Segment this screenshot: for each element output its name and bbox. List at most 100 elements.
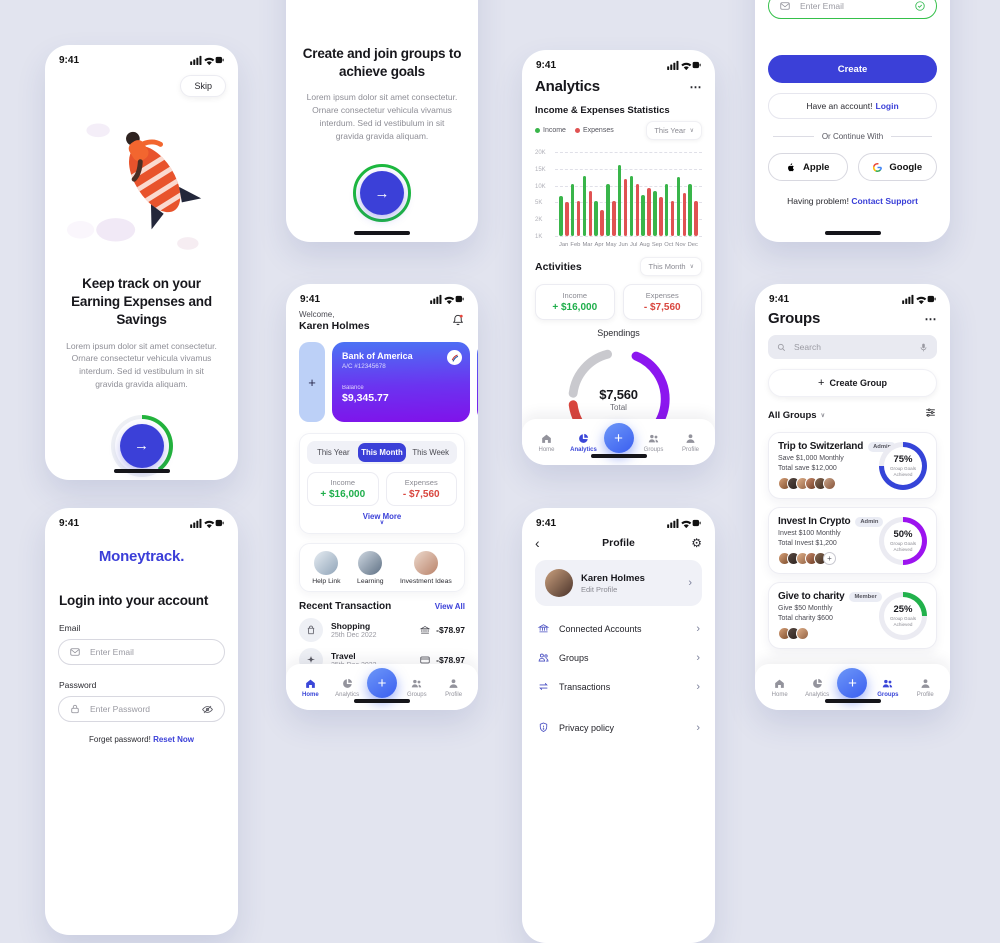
income-card[interactable]: Income + $16,000 <box>307 472 379 506</box>
nav-home[interactable]: Home <box>530 432 564 453</box>
transaction-row[interactable]: Shopping 25th Dec 2022 -$78.97 <box>286 612 478 642</box>
shortcut-help-link[interactable]: Help Link <box>312 551 341 585</box>
filter-button[interactable] <box>924 406 937 424</box>
search-icon <box>777 343 786 351</box>
expenses-card[interactable]: Expenses - $7,560 <box>622 284 702 320</box>
home-indicator[interactable] <box>113 469 170 473</box>
home-indicator[interactable] <box>824 699 881 703</box>
profile-card[interactable]: Karen Holmes Edit Profile › <box>535 560 702 606</box>
x-tick: Aug <box>639 242 650 248</box>
group-card[interactable]: Give to charity Member Give $50 Monthly … <box>768 582 937 649</box>
mic-icon[interactable] <box>918 342 929 353</box>
user-name: Karen Holmes <box>299 320 370 332</box>
expenses-card[interactable]: Expenses - $7,560 <box>385 472 457 506</box>
contact-support-link[interactable]: Contact Support <box>851 196 918 206</box>
apple-button[interactable]: Apple <box>768 153 848 181</box>
rocket-illustration <box>45 99 238 267</box>
back-button[interactable]: ‹ <box>535 535 540 551</box>
menu-transactions[interactable]: Transactions › <box>522 672 715 701</box>
x-tick: Nov <box>675 242 686 248</box>
tab-this-week[interactable]: This Week <box>412 448 450 457</box>
add-button[interactable]: + <box>837 668 868 698</box>
onboarding-title: Create and join groups to achieve goals <box>302 46 462 80</box>
nav-groups[interactable]: Groups <box>400 677 434 698</box>
gridline: 2K <box>535 217 702 223</box>
tab-this-month[interactable]: This Month <box>357 443 407 462</box>
card-carousel[interactable]: + Bank of America A/C #12345678 Balance … <box>299 342 478 422</box>
home-indicator[interactable] <box>354 231 410 235</box>
nav-analytics[interactable]: Analytics <box>800 677 834 698</box>
bar-group <box>559 152 569 236</box>
bank-card[interactable]: Bank of America A/C #12345678 Balance $9… <box>332 342 470 422</box>
home-indicator[interactable] <box>354 699 410 703</box>
search-input[interactable] <box>792 341 913 353</box>
bar-income <box>594 200 598 236</box>
create-button[interactable]: Create <box>768 55 937 83</box>
goal-progress-ring: 50% Group Goals Achieved <box>879 516 927 565</box>
nav-groups[interactable]: Groups <box>637 432 671 453</box>
x-tick: Jan <box>559 242 569 248</box>
lock-icon <box>71 704 79 714</box>
home-indicator[interactable] <box>590 454 647 458</box>
bar-expenses <box>670 200 675 236</box>
next-button[interactable]: → <box>360 171 404 216</box>
range-dropdown[interactable]: This Year ∨ <box>646 121 702 140</box>
more-icon[interactable]: ⋯ <box>689 79 702 94</box>
have-account-pill[interactable]: Have an account! Login <box>768 93 937 119</box>
google-button[interactable]: Google <box>857 153 937 181</box>
nav-analytics[interactable]: Analytics <box>330 677 364 698</box>
x-tick: Oct <box>664 242 674 248</box>
gear-icon[interactable]: ⚙ <box>691 536 702 550</box>
login-link[interactable]: Login <box>875 101 899 111</box>
page-title: Analytics <box>535 78 600 95</box>
shortcut-learning[interactable]: Learning <box>357 551 384 585</box>
notification-bell[interactable] <box>451 313 465 332</box>
shortcut-investment-ideas[interactable]: Investment Ideas <box>400 551 452 585</box>
view-all-link[interactable]: View All <box>434 602 465 611</box>
bar-income <box>653 190 657 236</box>
nav-analytics[interactable]: Analytics <box>567 432 601 453</box>
chevron-down-icon: ∨ <box>820 412 825 419</box>
expenses-value: - $7,560 <box>643 302 681 313</box>
bank-card-next[interactable]: Bank of America A/C #12345678 Balance $9… <box>477 342 478 422</box>
nav-profile[interactable]: Profile <box>674 432 708 453</box>
income-card[interactable]: Income + $16,000 <box>535 284 615 320</box>
nav-profile[interactable]: Profile <box>437 677 471 698</box>
group-card[interactable]: Trip to Switzerland Admin Save $1,000 Mo… <box>768 432 937 499</box>
nav-home[interactable]: Home <box>293 677 327 698</box>
create-group-button[interactable]: + Create Group <box>768 369 937 397</box>
phone-home: 9:41 Welcome, Karen Holmes + Bank of Ame… <box>286 284 478 710</box>
eye-off-icon[interactable] <box>201 703 214 716</box>
add-member-button[interactable]: + <box>823 552 836 565</box>
add-account-card[interactable]: + <box>299 342 325 422</box>
more-icon[interactable]: ⋯ <box>924 311 937 326</box>
bar-expenses <box>682 193 687 236</box>
group-card[interactable]: Invest In Crypto Admin Invest $100 Month… <box>768 507 937 574</box>
password-field[interactable] <box>88 703 194 715</box>
tab-this-year[interactable]: This Year <box>317 448 350 457</box>
activities-title: Activities <box>535 260 582 273</box>
next-button[interactable]: → <box>119 423 164 468</box>
all-groups-dropdown[interactable]: All Groups ∨ <box>768 409 825 421</box>
bar-expenses <box>600 209 604 236</box>
email-field[interactable] <box>798 0 907 12</box>
skip-button[interactable]: Skip <box>180 75 226 97</box>
add-button[interactable]: + <box>603 423 634 453</box>
add-button[interactable]: + <box>366 668 397 698</box>
home-indicator[interactable] <box>824 231 881 235</box>
gridline: 15K <box>535 167 702 173</box>
reset-now-link[interactable]: Reset Now <box>153 735 194 744</box>
activities-range-dropdown[interactable]: This Month ∨ <box>640 257 702 276</box>
envelope-icon <box>780 2 790 10</box>
menu-groups[interactable]: Groups › <box>522 643 715 672</box>
nav-profile[interactable]: Profile <box>908 677 942 698</box>
chevron-down-icon: ∨ <box>379 520 385 526</box>
menu-privacy-policy[interactable]: Privacy policy › <box>522 713 715 742</box>
phone-onboarding-1: 9:41 Skip Keep track on your Earning Exp… <box>45 45 238 480</box>
nav-home[interactable]: Home <box>763 677 797 698</box>
email-field[interactable] <box>88 646 214 658</box>
view-more-button[interactable]: View More ∨ <box>307 512 457 526</box>
login-title: Login into your account <box>59 593 209 608</box>
nav-groups[interactable]: Groups <box>871 677 905 698</box>
menu-connected-accounts[interactable]: Connected Accounts › <box>522 614 715 643</box>
